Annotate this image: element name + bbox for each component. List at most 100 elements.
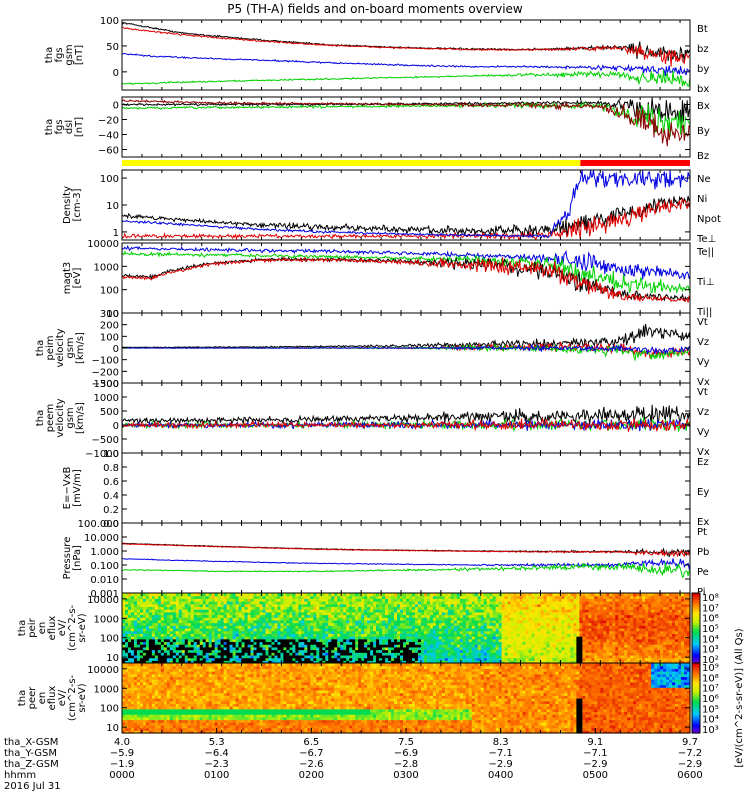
heatmap-cell [406,619,410,624]
heatmap-cell [486,644,491,648]
heatmap-cell [552,649,557,653]
heatmap-cell [444,630,449,634]
heatmap-cell [160,646,165,651]
heatmap-cell [423,595,428,599]
heatmap-cell [262,595,267,599]
heatmap-cell [471,595,476,599]
heatmap-cell [373,649,377,653]
heatmap-cell [352,606,356,610]
heatmap-cell [178,619,183,624]
heatmap-cell [411,603,416,608]
heatmap-cell [471,649,476,653]
heatmap-cell [271,603,276,608]
heatmap-cell [570,611,575,616]
heatmap-cell [122,646,126,651]
heatmap-cell [148,593,153,597]
heatmap-cell [205,603,210,608]
heatmap-cell [507,649,512,653]
heatmap-cell [403,654,407,659]
heatmap-cell [124,603,129,608]
heatmap-cell [208,636,213,640]
heatmap-cell [495,609,500,613]
heatmap-cell [376,660,380,664]
heatmap-cell [528,614,533,618]
heatmap-cell [154,601,159,605]
heatmap-cell [612,649,616,653]
heatmap-cell [304,611,308,616]
heatmap-cell [385,633,389,637]
heatmap-cell [382,614,386,618]
heatmap-cell [549,641,554,645]
heatmap-cell [579,652,583,656]
heatmap-cell [190,636,195,640]
heatmap-cell [286,657,291,661]
heatmap-cell [456,619,461,624]
heatmap-cell [507,638,512,643]
heatmap-cell [558,617,563,621]
heatmap-cell [540,633,545,637]
heatmap-cell [459,660,464,664]
heatmap-cell [426,625,431,629]
heatmap-cell [202,595,207,599]
heatmap-cell [289,593,293,597]
heatmap-cell [133,622,138,626]
heatmap-cell [597,628,601,632]
heatmap-cell [576,657,580,661]
heatmap-cell [122,644,126,648]
heatmap-cell [480,628,485,632]
heatmap-cell [462,606,467,610]
heatmap-cell [603,649,607,653]
heatmap-cell [546,614,551,618]
heatmap-cell [133,595,138,599]
heatmap-cell [543,633,548,637]
heatmap-cell [214,606,219,610]
heatmap-cell [564,652,569,656]
heatmap-cell [543,614,548,618]
heatmap-cell [603,622,607,626]
heatmap-cell [364,593,368,597]
heatmap-cell [603,619,607,624]
heatmap-cell [142,598,147,602]
heatmap-cell [576,619,580,624]
heatmap-cell [459,646,464,651]
heatmap-cell [567,614,572,618]
heatmap-cell [495,633,500,637]
heatmap-cell [163,646,168,651]
heatmap-cell [531,660,536,664]
heatmap-cell [429,625,434,629]
heatmap-cell [426,638,431,643]
heatmap-cell [235,641,240,645]
heatmap-cell [397,660,401,664]
heatmap-cell [298,617,302,621]
heatmap-cell [483,660,488,664]
heatmap-cell [474,614,479,618]
heatmap-cell [411,617,416,621]
heatmap-cell [555,617,560,621]
heatmap-cell [546,622,551,626]
heatmap-cell [480,593,485,597]
heatmap-cell [507,630,512,634]
heatmap-cell [172,636,177,640]
heatmap-cell [426,644,431,648]
heatmap-cell [432,611,437,616]
heatmap-cell [576,603,580,608]
heatmap-cell [169,654,174,659]
heatmap-cell [280,641,285,645]
heatmap-cell [543,619,548,624]
heatmap-cell [130,619,135,624]
heatmap-cell [139,633,144,637]
heatmap-cell [214,660,219,664]
heatmap-cell [603,609,607,613]
heatmap-cell [154,619,159,624]
heatmap-cell [325,614,329,618]
heatmap-cell [355,652,359,656]
heatmap-cell [555,614,560,618]
heatmap-cell [612,593,616,597]
heatmap-cell [259,603,264,608]
heatmap-cell [370,652,374,656]
heatmap-cell [241,601,246,605]
heatmap-cell [534,614,539,618]
heatmap-cell [543,598,548,602]
heatmap-cell [226,593,231,597]
ylabel-peim_velocity: tha peim velocity gsm [km/s] [35,328,86,367]
